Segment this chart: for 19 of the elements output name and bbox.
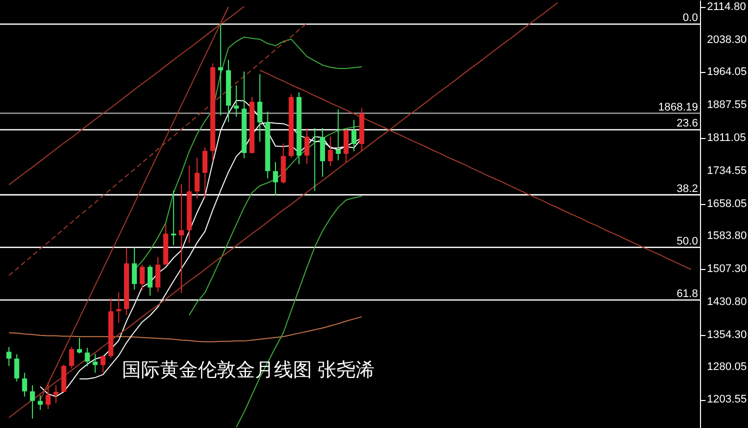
y-tick-label: 1507.30 bbox=[707, 262, 747, 275]
y-tick-label: 1203.55 bbox=[707, 394, 747, 406]
y-tick-label: 1354.30 bbox=[707, 328, 747, 341]
ref-line-label: 1868.19 bbox=[658, 101, 698, 114]
y-tick-label: 1280.05 bbox=[707, 360, 747, 373]
annotation: 61.8 bbox=[676, 288, 698, 300]
annotation: 23.6 bbox=[676, 118, 698, 130]
y-tick-label: 1887.55 bbox=[707, 98, 747, 111]
y-tick-label: 1430.80 bbox=[707, 296, 747, 308]
y-tick-label: 1964.05 bbox=[707, 66, 747, 78]
annotation: 50.0 bbox=[676, 235, 698, 248]
y-tick-label: 1811.05 bbox=[707, 132, 746, 144]
annotation: 38.2 bbox=[676, 182, 698, 195]
y-tick-label: 1583.80 bbox=[707, 230, 747, 242]
annotation: 0.0 bbox=[682, 12, 698, 24]
y-tick-label: 1734.55 bbox=[707, 164, 747, 177]
y-tick-label: 1658.05 bbox=[707, 198, 747, 210]
y-tick-label: 2114.80 bbox=[707, 0, 746, 13]
y-tick-label: 2038.30 bbox=[707, 34, 747, 46]
